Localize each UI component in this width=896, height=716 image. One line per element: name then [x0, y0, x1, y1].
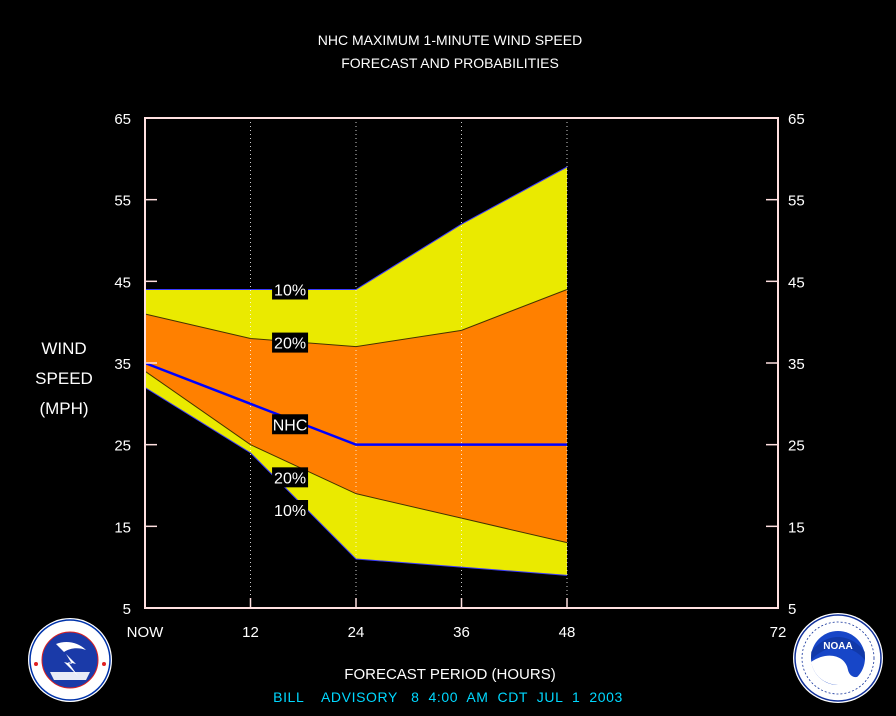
- chart-title-line-2: FORECAST AND PROBABILITIES: [341, 55, 559, 71]
- band-label-1: 20%: [274, 336, 306, 353]
- y-tick-label-left: 65: [114, 111, 131, 128]
- series-line-2: [144, 361, 567, 446]
- x-tick-label: 12: [242, 624, 259, 641]
- band-label-bg-1: [272, 332, 309, 353]
- series-line-3: [144, 370, 568, 544]
- y-axis-label-line-1: WIND: [41, 339, 86, 358]
- chart-title-line-1: NHC MAXIMUM 1-MINUTE WIND SPEED: [318, 32, 582, 48]
- x-axis-title: FORECAST PERIOD (HOURS): [344, 666, 555, 683]
- y-tick-label-left: 55: [114, 193, 131, 210]
- noaa-logo-text: NOAA: [823, 641, 852, 652]
- x-tick-label: NOW: [127, 624, 165, 641]
- band-label-bg-0: [272, 279, 309, 300]
- y-axis-label-line-3: (MPH): [39, 399, 88, 418]
- y-tick-label-right: 15: [788, 519, 805, 536]
- band-label-bg-4: [272, 500, 309, 520]
- x-tick-label: 48: [559, 624, 576, 641]
- y-tick-label-right: 65: [788, 111, 805, 128]
- series-line-4: [144, 387, 568, 576]
- y-tick-label-right: 5: [788, 601, 796, 618]
- y-tick-label-left: 5: [123, 601, 131, 618]
- band-label-2: NHC: [273, 417, 308, 434]
- y-tick-label-left: 25: [114, 438, 131, 455]
- series-line-0: [145, 166, 568, 290]
- y-tick-label-left: 15: [114, 519, 131, 536]
- x-tick-label: 72: [770, 624, 787, 641]
- band-label-bg-2: [272, 414, 309, 435]
- y-axis-label-line-2: SPEED: [35, 369, 93, 388]
- series-lines: [144, 166, 568, 576]
- y-tick-label-right: 55: [788, 193, 805, 210]
- y-tick-label-right: 35: [788, 356, 805, 373]
- series-line-1: [144, 289, 568, 348]
- y-tick-label-left: 35: [114, 356, 131, 373]
- y-tick-label-left: 45: [114, 274, 131, 291]
- grid-lines: [250, 118, 568, 608]
- advisory-line: BILL ADVISORY 8 4:00 AM CDT JUL 1 2003: [273, 689, 623, 705]
- y-tick-label-right: 45: [788, 274, 805, 291]
- noaa-logo: NOAA: [793, 613, 883, 703]
- x-tick-label: 24: [348, 624, 365, 641]
- band-labels: 10% 20% NHC 20% 10%: [272, 279, 309, 520]
- band-20-80-percent: [145, 289, 567, 543]
- band-label-3: 20%: [274, 470, 306, 487]
- y-tick-label-right: 25: [788, 438, 805, 455]
- x-tick-label: 36: [453, 624, 470, 641]
- band-label-bg-3: [272, 467, 309, 488]
- band-label-4: 10%: [274, 503, 306, 520]
- probability-bands: [145, 167, 567, 576]
- band-label-0: 10%: [274, 283, 306, 300]
- nws-logo: [28, 618, 112, 702]
